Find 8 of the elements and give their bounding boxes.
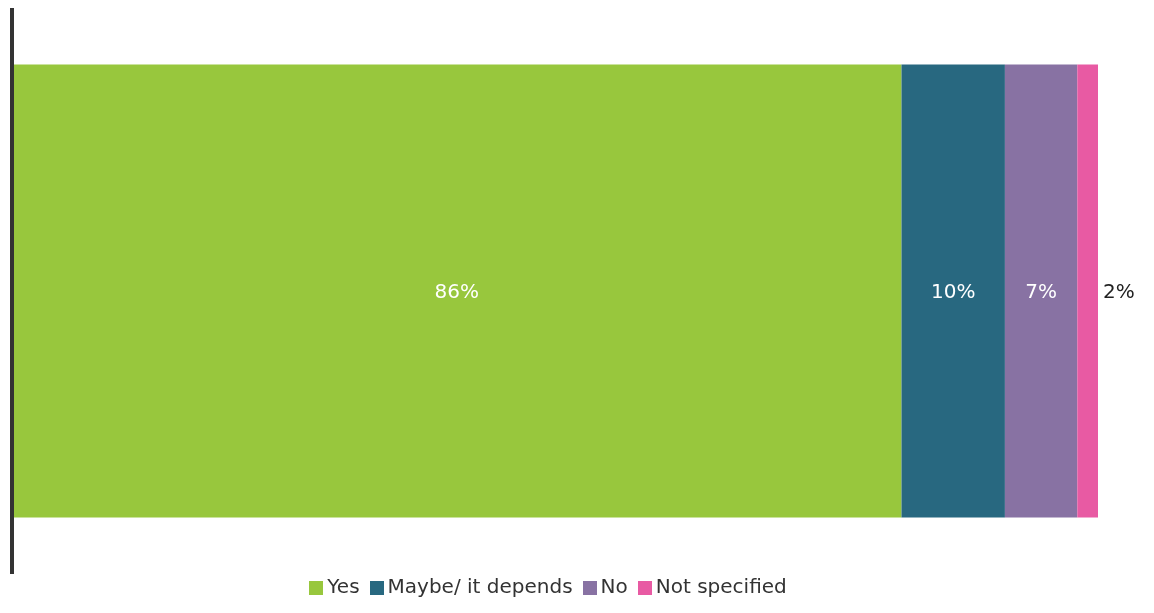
data-label: 86% xyxy=(434,279,479,304)
legend-label: No xyxy=(600,574,628,598)
legend-label: Not specified xyxy=(655,574,787,598)
legend-label: Maybe/ it depends xyxy=(387,574,573,598)
data-label: 7% xyxy=(1025,279,1057,304)
data-label: 2% xyxy=(1103,279,1135,304)
data-label: 10% xyxy=(930,279,976,304)
legend-label: Yes xyxy=(327,574,360,598)
